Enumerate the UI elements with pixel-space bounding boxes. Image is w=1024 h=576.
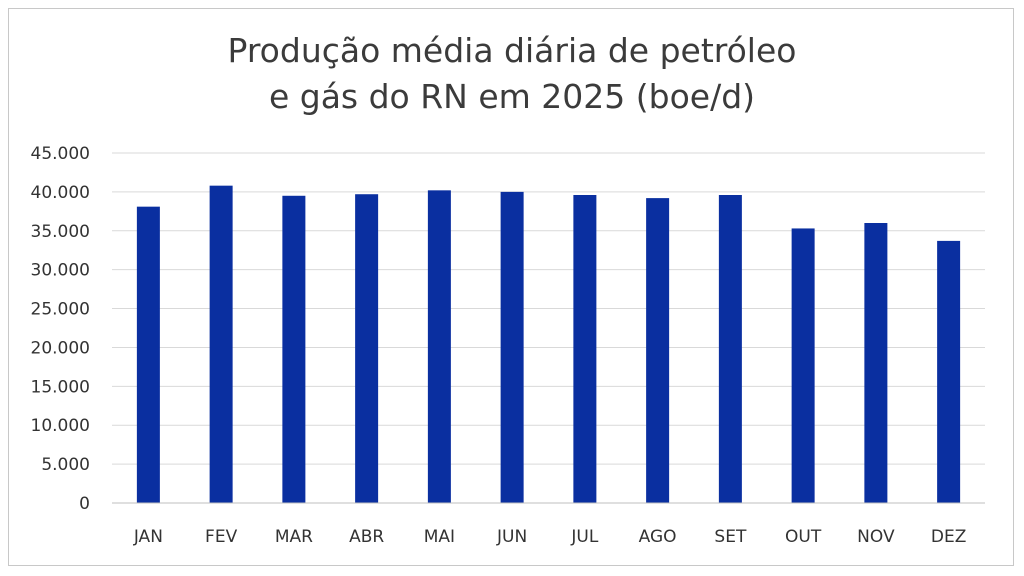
x-tick-label: OUT [785, 527, 822, 547]
gridlines [112, 152, 985, 465]
bar-ago [646, 198, 670, 503]
bar-mai [427, 190, 451, 504]
bar-set [718, 195, 742, 503]
bars [136, 185, 961, 504]
x-tick-label: AGO [639, 527, 677, 547]
y-tick-label: 5.000 [41, 455, 90, 475]
bar-dez [937, 240, 961, 503]
y-axis-ticks: 0 5.000 10.000 15.000 20.000 25.000 30.000 35.0… [31, 144, 90, 514]
x-tick-label: MAI [424, 527, 455, 547]
y-tick-label: 30.000 [31, 261, 90, 281]
chart-title-line-1: Produção média diária de petróleo [227, 31, 797, 70]
y-tick-label: 35.000 [31, 222, 90, 242]
x-tick-label: DEZ [931, 527, 966, 547]
chart-title: Produção média diária de petróleo e gás … [0, 28, 1024, 120]
x-tick-label: ABR [349, 527, 384, 547]
x-tick-label: MAR [275, 527, 313, 547]
y-tick-label: 0 [79, 494, 90, 514]
bar-jul [573, 195, 597, 503]
y-tick-label: 10.000 [31, 416, 90, 436]
bar-nov [864, 223, 888, 503]
bar-jun [500, 191, 524, 503]
bar-abr [355, 194, 379, 503]
y-tick-label: 25.000 [31, 300, 90, 320]
x-tick-label: FEV [205, 527, 238, 547]
x-tick-label: JAN [133, 527, 163, 547]
bar-out [791, 228, 815, 503]
y-tick-label: 40.000 [31, 183, 90, 203]
x-tick-label: SET [714, 527, 747, 547]
bar-fev [209, 185, 233, 503]
y-tick-label: 20.000 [31, 338, 90, 358]
y-tick-label: 45.000 [31, 144, 90, 164]
x-tick-label: NOV [857, 527, 895, 547]
x-tick-label: JUL [570, 527, 598, 547]
bar-jan [136, 206, 160, 503]
bar-mar [282, 195, 306, 503]
x-axis-ticks: JAN FEV MAR ABR MAI JUN JUL AGO SET OUT NOV DEZ [133, 527, 967, 547]
y-tick-label: 15.000 [31, 377, 90, 397]
chart-title-line-2: e gás do RN em 2025 (boe/d) [268, 77, 756, 116]
x-tick-label: JUN [496, 527, 527, 547]
